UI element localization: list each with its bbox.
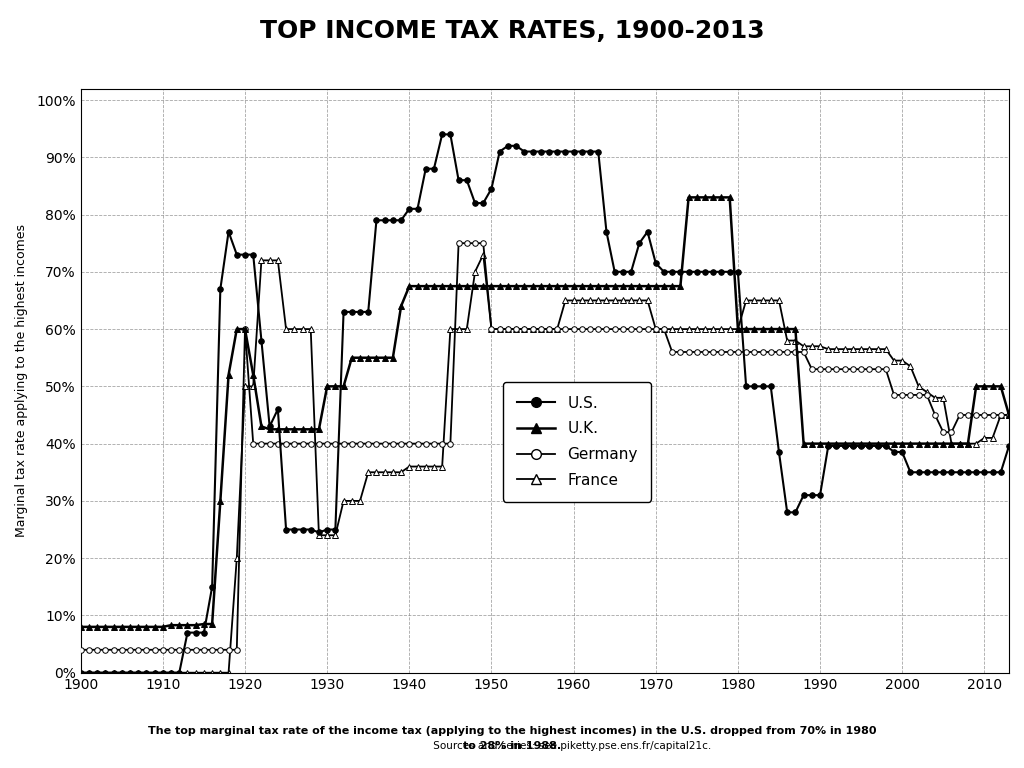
Line: U.K.: U.K.: [78, 194, 1012, 630]
France: [477, 250, 489, 260]
France: [682, 324, 694, 333]
U.S.: [330, 525, 342, 534]
Line: U.S.: U.S.: [78, 131, 1012, 676]
Germany: [453, 239, 465, 248]
France: [330, 531, 342, 540]
Text: Sources and series: see piketty.pse.ens.fr/capital21c.: Sources and series: see piketty.pse.ens.…: [430, 741, 711, 752]
U.K.: [330, 382, 342, 391]
Germany: [790, 347, 802, 356]
Line: France: France: [78, 252, 1012, 676]
Line: Germany: Germany: [78, 240, 1012, 653]
U.K.: [338, 382, 350, 391]
U.S.: [75, 668, 87, 677]
Text: to 28% in 1988.: to 28% in 1988.: [463, 741, 561, 752]
U.S.: [338, 307, 350, 316]
Germany: [1002, 410, 1015, 419]
U.K.: [75, 622, 87, 631]
Germany: [436, 439, 449, 449]
U.K.: [682, 193, 694, 202]
U.S.: [682, 267, 694, 276]
U.K.: [436, 282, 449, 291]
U.K.: [674, 282, 686, 291]
Legend: U.S., U.K., Germany, France: U.S., U.K., Germany, France: [503, 382, 651, 502]
France: [790, 336, 802, 345]
Text: TOP INCOME TAX RATES, 1900-2013: TOP INCOME TAX RATES, 1900-2013: [260, 19, 764, 43]
Text: The top marginal tax rate of the income tax (applying to the highest incomes) in: The top marginal tax rate of the income …: [147, 726, 877, 737]
U.S.: [444, 130, 457, 139]
Y-axis label: Marginal tax rate applying to the highest incomes: Marginal tax rate applying to the highes…: [15, 224, 28, 537]
Germany: [75, 645, 87, 654]
U.S.: [181, 628, 194, 637]
Germany: [181, 645, 194, 654]
U.S.: [436, 130, 449, 139]
France: [436, 462, 449, 471]
U.S.: [1002, 442, 1015, 451]
France: [181, 668, 194, 677]
U.K.: [790, 324, 802, 333]
U.S.: [790, 508, 802, 517]
Germany: [338, 439, 350, 449]
Germany: [682, 347, 694, 356]
France: [75, 668, 87, 677]
U.K.: [181, 621, 194, 630]
France: [1002, 410, 1015, 419]
France: [338, 496, 350, 505]
Germany: [330, 439, 342, 449]
U.K.: [1002, 410, 1015, 419]
